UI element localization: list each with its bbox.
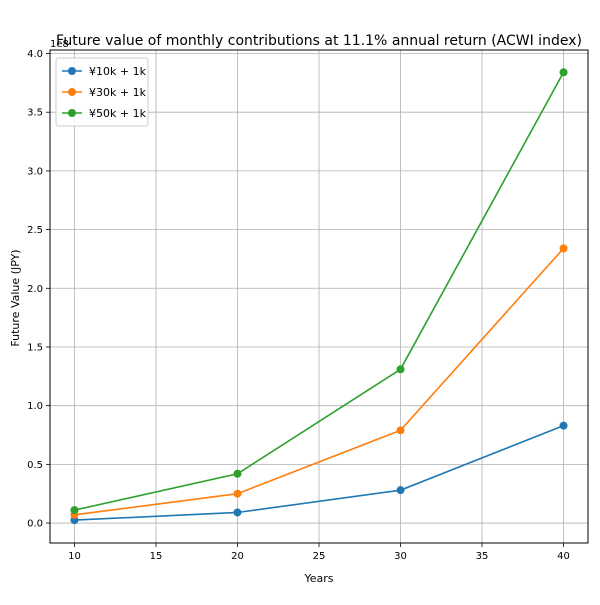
x-axis-label: Years bbox=[303, 572, 333, 585]
y-axis-label: Future Value (JPY) bbox=[9, 249, 22, 346]
y-tick-label: 0.0 bbox=[27, 519, 43, 530]
legend-entry-label: ¥30k + 1k bbox=[89, 86, 147, 99]
x-tick-label: 30 bbox=[394, 551, 407, 562]
x-tick-label: 35 bbox=[476, 551, 489, 562]
data-point bbox=[396, 486, 405, 495]
legend-entry-label: ¥50k + 1k bbox=[89, 107, 147, 120]
x-tick-label: 10 bbox=[68, 551, 81, 562]
chart-title: Future value of monthly contributions at… bbox=[56, 33, 582, 49]
legend-box bbox=[55, 57, 149, 127]
x-tick-label: 40 bbox=[557, 551, 570, 562]
y-tick-label: 3.5 bbox=[27, 108, 43, 119]
data-point bbox=[396, 365, 405, 374]
data-point bbox=[559, 68, 568, 77]
y-axis-offset-label: 1e8 bbox=[50, 39, 69, 50]
grid bbox=[50, 50, 588, 543]
legend-marker bbox=[68, 109, 76, 117]
y-tick-label: 4.0 bbox=[27, 49, 43, 60]
legend-entry-label: ¥10k + 1k bbox=[89, 65, 147, 78]
data-point bbox=[233, 489, 242, 498]
axis-ticks: 10 15 20 25 30 35 40 0.0 0.5 1.0 1.5 2.0 2.5 3.0 3.5 4.… bbox=[27, 49, 570, 562]
x-tick-label: 25 bbox=[313, 551, 326, 562]
legend-marker bbox=[68, 67, 76, 75]
x-tick-label: 20 bbox=[231, 551, 244, 562]
y-tick-label: 2.5 bbox=[27, 225, 43, 236]
x-tick-label: 15 bbox=[150, 551, 163, 562]
series-line-3 bbox=[74, 71, 565, 511]
legend-marker bbox=[68, 88, 76, 96]
y-tick-label: 3.0 bbox=[27, 166, 43, 177]
legend: ¥10k + 1k ¥30k + 1k ¥50k + 1k bbox=[55, 57, 149, 127]
series-line-1 bbox=[74, 424, 564, 521]
data-point bbox=[70, 506, 79, 515]
data-point bbox=[233, 469, 242, 478]
data-point bbox=[396, 426, 405, 435]
y-tick-label: 1.0 bbox=[27, 401, 43, 412]
series-line-2 bbox=[74, 247, 565, 516]
series-lines bbox=[70, 68, 568, 525]
y-tick-label: 2.0 bbox=[27, 284, 43, 295]
y-tick-label: 0.5 bbox=[27, 460, 43, 471]
y-tick-label: 1.5 bbox=[27, 342, 43, 353]
data-point bbox=[233, 508, 242, 517]
data-point bbox=[559, 421, 568, 430]
data-point bbox=[559, 244, 568, 253]
